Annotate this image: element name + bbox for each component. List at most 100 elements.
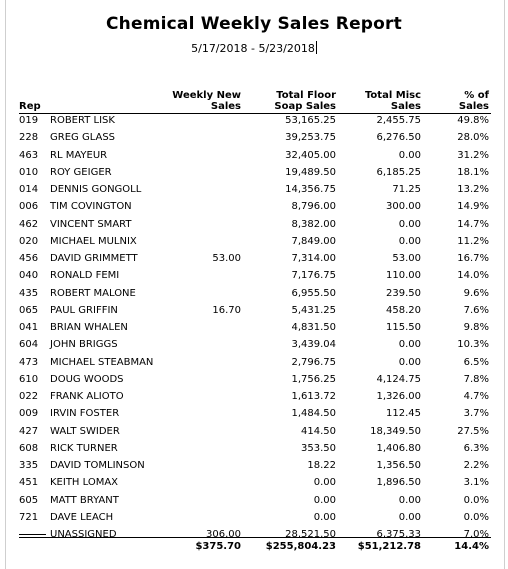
rep-name: RL MAYEUR — [50, 149, 108, 161]
weekly-new-sales: 53.00 — [212, 253, 241, 264]
header-pct-line2: Sales — [458, 101, 489, 112]
pct-of-sales: 14.9% — [457, 201, 489, 213]
rep-code: 608 — [19, 442, 39, 454]
rep-code: 456 — [19, 253, 39, 264]
pct-of-sales: 0.0% — [463, 494, 489, 506]
table-row: 435 ROBERT MALONE 6,955.50 239.50 9.6% — [0, 285, 508, 302]
table-row: 041 BRIAN WHALEN 4,831.50 115.50 9.8% — [0, 319, 508, 336]
rep-code: 463 — [19, 149, 39, 161]
table-row: 010 ROY GEIGER 19,489.50 6,185.25 18.1% — [0, 164, 508, 181]
header-pct-line1: % of — [464, 90, 489, 101]
report-frame — [5, 0, 505, 569]
table-row: 022 FRANK ALIOTO 1,613.72 1,326.00 4.7% — [0, 388, 508, 405]
table-row: 456 DAVID GRIMMETT 53.00 7,314.00 53.00 16.7% — [0, 250, 508, 267]
floor-soap-sales: 4,831.50 — [291, 322, 336, 333]
rep-code: 010 — [19, 166, 39, 178]
header-weekly-new-line1: Weekly New — [172, 90, 241, 101]
total-weekly-new: $375.70 — [195, 541, 241, 552]
floor-soap-sales: 32,405.00 — [285, 149, 336, 161]
table-row: 721 DAVE LEACH 0.00 0.00 0.0% — [0, 509, 508, 526]
pct-of-sales: 9.8% — [463, 322, 489, 333]
pct-of-sales: 0.0% — [463, 511, 489, 523]
misc-sales: 0.00 — [398, 149, 421, 161]
floor-soap-sales: 7,849.00 — [291, 235, 336, 247]
table-row: 604 JOHN BRIGGS 3,439.04 0.00 10.3% — [0, 336, 508, 353]
header-misc-line2: Sales — [390, 101, 421, 112]
floor-soap-sales: 3,439.04 — [291, 339, 336, 351]
header-pct-sales: % of Sales — [459, 90, 489, 112]
table-row: 605 MATT BRYANT 0.00 0.00 0.0% — [0, 492, 508, 509]
misc-sales: 0.00 — [398, 511, 421, 523]
pct-of-sales: 6.5% — [463, 356, 489, 368]
floor-soap-sales: 53,165.25 — [285, 115, 336, 126]
rep-name: RONALD FEMI — [50, 270, 120, 282]
header-misc-line1: Total Misc — [364, 90, 421, 101]
text-cursor — [315, 41, 317, 54]
rep-code: 435 — [19, 287, 39, 299]
misc-sales: 0.00 — [398, 218, 421, 230]
date-range[interactable]: 5/17/2018 - 5/23/2018 — [0, 41, 508, 55]
misc-sales: 0.00 — [398, 235, 421, 247]
floor-soap-sales: 7,176.75 — [291, 270, 336, 282]
date-range-text: 5/17/2018 - 5/23/2018 — [191, 42, 315, 55]
pct-of-sales: 3.1% — [463, 477, 489, 489]
rep-code: 473 — [19, 356, 39, 368]
pct-of-sales: 4.7% — [463, 391, 489, 402]
table-row: 451 KEITH LOMAX 0.00 1,896.50 3.1% — [0, 474, 508, 491]
rep-name: IRVIN FOSTER — [50, 408, 120, 420]
header-floor-soap: Total Floor Soap Sales — [274, 90, 336, 112]
misc-sales: 300.00 — [386, 201, 421, 213]
floor-soap-sales: 28,521.50 — [285, 529, 336, 540]
table-row: 019 ROBERT LISK 53,165.25 2,455.75 49.8% — [0, 112, 508, 129]
floor-soap-sales: 6,955.50 — [291, 287, 336, 299]
weekly-new-sales: 306.00 — [206, 529, 241, 540]
table-row: 335 DAVID TOMLINSON 18.22 1,356.50 2.2% — [0, 457, 508, 474]
misc-sales: 18,349.50 — [370, 425, 421, 437]
floor-soap-sales: 7,314.00 — [291, 253, 336, 264]
table-row: 009 IRVIN FOSTER 1,484.50 112.45 3.7% — [0, 405, 508, 422]
rep-code: 009 — [19, 408, 39, 420]
misc-sales: 110.00 — [386, 270, 421, 282]
rep-name: DAVID GRIMMETT — [50, 253, 138, 264]
misc-sales: 1,406.80 — [376, 442, 421, 454]
misc-sales: 239.50 — [386, 287, 421, 299]
pct-of-sales: 31.2% — [457, 149, 489, 161]
rep-name: DOUG WOODS — [50, 373, 124, 385]
rep-code: 065 — [19, 304, 39, 316]
unassigned-dash — [19, 534, 46, 535]
pct-of-sales: 6.3% — [463, 442, 489, 454]
rep-name: FRANK ALIOTO — [50, 391, 124, 402]
misc-sales: 71.25 — [392, 184, 421, 195]
pct-of-sales: 11.2% — [457, 235, 489, 247]
table-row: 427 WALT SWIDER 414.50 18,349.50 27.5% — [0, 423, 508, 440]
floor-soap-sales: 8,796.00 — [291, 201, 336, 213]
floor-soap-sales: 8,382.00 — [291, 218, 336, 230]
rep-code: 427 — [19, 425, 39, 437]
header-weekly-new-line2: Sales — [210, 101, 241, 112]
table-row: 608 RICK TURNER 353.50 1,406.80 6.3% — [0, 440, 508, 457]
rep-name: VINCENT SMART — [50, 218, 132, 230]
floor-soap-sales: 353.50 — [301, 442, 336, 454]
misc-sales: 6,276.50 — [376, 132, 421, 144]
misc-sales: 2,455.75 — [376, 115, 421, 126]
table-row: 040 RONALD FEMI 7,176.75 110.00 14.0% — [0, 267, 508, 284]
floor-soap-sales: 39,253.75 — [285, 132, 336, 144]
rep-name: KEITH LOMAX — [50, 477, 119, 489]
table-row: 006 TIM COVINGTON 8,796.00 300.00 14.9% — [0, 198, 508, 215]
totals-divider — [19, 537, 491, 538]
misc-sales: 1,896.50 — [376, 477, 421, 489]
table-row: 014 DENNIS GONGOLL 14,356.75 71.25 13.2% — [0, 181, 508, 198]
rep-code: 019 — [19, 115, 39, 126]
table-row: 462 VINCENT SMART 8,382.00 0.00 14.7% — [0, 216, 508, 233]
rep-code: 451 — [19, 477, 39, 489]
rep-code: 006 — [19, 201, 39, 213]
misc-sales: 1,326.00 — [376, 391, 421, 402]
misc-sales: 115.50 — [386, 322, 421, 333]
misc-sales: 6,375.33 — [376, 529, 421, 540]
pct-of-sales: 28.0% — [457, 132, 489, 144]
total-misc-sales: $51,212.78 — [357, 541, 421, 552]
rep-name: PAUL GRIFFIN — [50, 304, 118, 316]
rep-name: MICHAEL MULNIX — [50, 235, 137, 247]
header-rep: Rep — [19, 101, 41, 112]
rep-name: MICHAEL STEABMAN — [50, 356, 154, 368]
